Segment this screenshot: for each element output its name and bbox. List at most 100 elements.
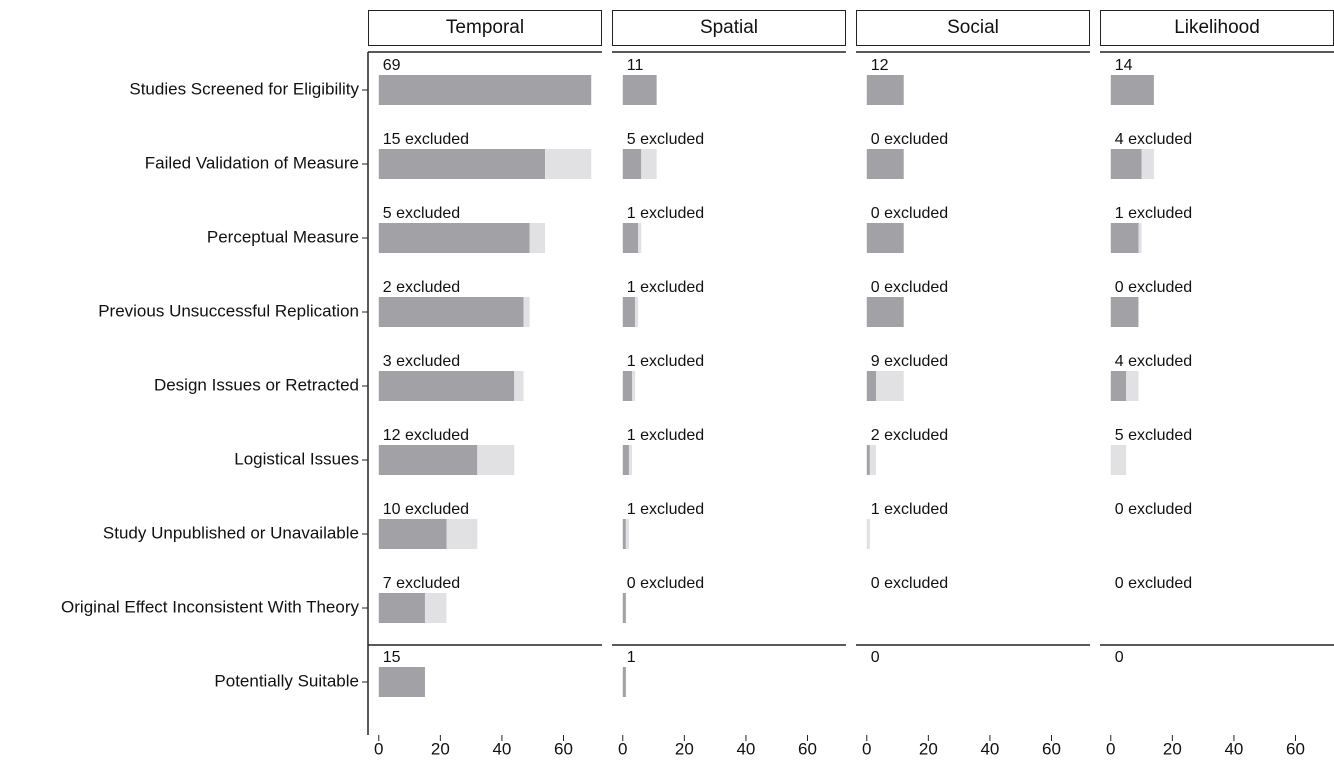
bar (378, 667, 425, 697)
bar (866, 297, 904, 327)
data-label: 0 (871, 649, 880, 666)
data-label: 15 (383, 649, 401, 666)
data-label: 5 excluded (627, 131, 704, 148)
strip-title: Spatial (700, 17, 758, 38)
bar-excluded (529, 223, 546, 253)
bar (866, 149, 904, 179)
x-tick-label: 20 (675, 739, 694, 758)
data-label: 1 excluded (627, 279, 704, 296)
bar (622, 75, 657, 105)
bar-excluded (866, 519, 870, 549)
bar (1110, 371, 1127, 401)
x-tick-label: 40 (736, 739, 755, 758)
bar (622, 149, 642, 179)
x-tick-label: 0 (862, 739, 871, 758)
data-label: 0 excluded (871, 131, 948, 148)
bar (1110, 149, 1142, 179)
bar (866, 75, 904, 105)
data-label: 1 excluded (627, 501, 704, 518)
bar (378, 445, 478, 475)
data-label: 1 excluded (627, 205, 704, 222)
data-label: 5 excluded (1115, 427, 1192, 444)
x-tick-label: 60 (1286, 739, 1305, 758)
category-label: Study Unpublished or Unavailable (103, 523, 359, 542)
bar (378, 149, 546, 179)
data-label: 0 (1115, 649, 1124, 666)
bar (866, 445, 870, 475)
data-label: 0 excluded (871, 575, 948, 592)
data-label: 1 excluded (871, 501, 948, 518)
bar-excluded (446, 519, 478, 549)
x-tick-label: 40 (980, 739, 999, 758)
x-tick-label: 0 (618, 739, 627, 758)
x-tick-label: 60 (1042, 739, 1061, 758)
bar (378, 297, 524, 327)
data-label: 4 excluded (1115, 353, 1192, 370)
data-label: 15 excluded (383, 131, 469, 148)
x-tick-label: 60 (798, 739, 817, 758)
bar-excluded (514, 371, 524, 401)
data-label: 9 excluded (871, 353, 948, 370)
data-label: 0 excluded (627, 575, 704, 592)
data-label: 2 excluded (871, 427, 948, 444)
x-tick-label: 20 (431, 739, 450, 758)
bar (622, 297, 636, 327)
bar-excluded (523, 297, 530, 327)
bar-excluded (869, 445, 877, 475)
bar-excluded (477, 445, 515, 475)
x-tick-label: 0 (374, 739, 383, 758)
x-tick-label: 20 (919, 739, 938, 758)
data-label: 14 (1115, 57, 1133, 74)
data-label: 4 excluded (1115, 131, 1192, 148)
bar (622, 445, 629, 475)
bar-excluded (641, 149, 657, 179)
data-label: 0 excluded (1115, 575, 1192, 592)
strip (856, 10, 1090, 46)
data-label: 69 (383, 57, 401, 74)
category-label: Potentially Suitable (214, 671, 359, 690)
bar-excluded (1126, 371, 1139, 401)
x-tick-label: 40 (1224, 739, 1243, 758)
strip (368, 10, 602, 46)
data-label: 12 excluded (383, 427, 469, 444)
data-label: 0 excluded (1115, 279, 1192, 296)
bar (622, 667, 626, 697)
bar-excluded (1138, 223, 1142, 253)
x-tick-label: 40 (492, 739, 511, 758)
bar (622, 593, 626, 623)
strip-title: Temporal (446, 17, 524, 38)
bar-excluded (424, 593, 447, 623)
bar (1110, 75, 1154, 105)
bar (1110, 297, 1139, 327)
category-label: Previous Unsuccessful Replication (98, 301, 359, 320)
bar-excluded (628, 445, 633, 475)
bar (378, 519, 447, 549)
bar-excluded (1110, 445, 1127, 475)
data-label: 3 excluded (383, 353, 460, 370)
strip (1100, 10, 1334, 46)
data-label: 0 excluded (871, 205, 948, 222)
bar-excluded (545, 149, 592, 179)
bar-excluded (638, 223, 642, 253)
data-label: 1 excluded (627, 427, 704, 444)
category-label: Failed Validation of Measure (145, 153, 359, 172)
data-label: 1 excluded (1115, 205, 1192, 222)
data-label: 0 excluded (1115, 501, 1192, 518)
x-tick-label: 0 (1106, 739, 1115, 758)
bar-excluded (1141, 149, 1154, 179)
bar-excluded (635, 297, 639, 327)
data-label: 12 (871, 57, 889, 74)
bar-excluded (632, 371, 636, 401)
category-label: Studies Screened for Eligibility (129, 79, 359, 98)
strip-title: Likelihood (1174, 17, 1260, 38)
data-label: 5 excluded (383, 205, 460, 222)
data-label: 7 excluded (383, 575, 460, 592)
bar (866, 223, 904, 253)
bar-excluded (876, 371, 904, 401)
bar (378, 223, 530, 253)
data-label: 11 (627, 57, 644, 74)
category-label: Design Issues or Retracted (154, 375, 359, 394)
bar (622, 519, 626, 549)
strip-title: Social (947, 17, 999, 38)
